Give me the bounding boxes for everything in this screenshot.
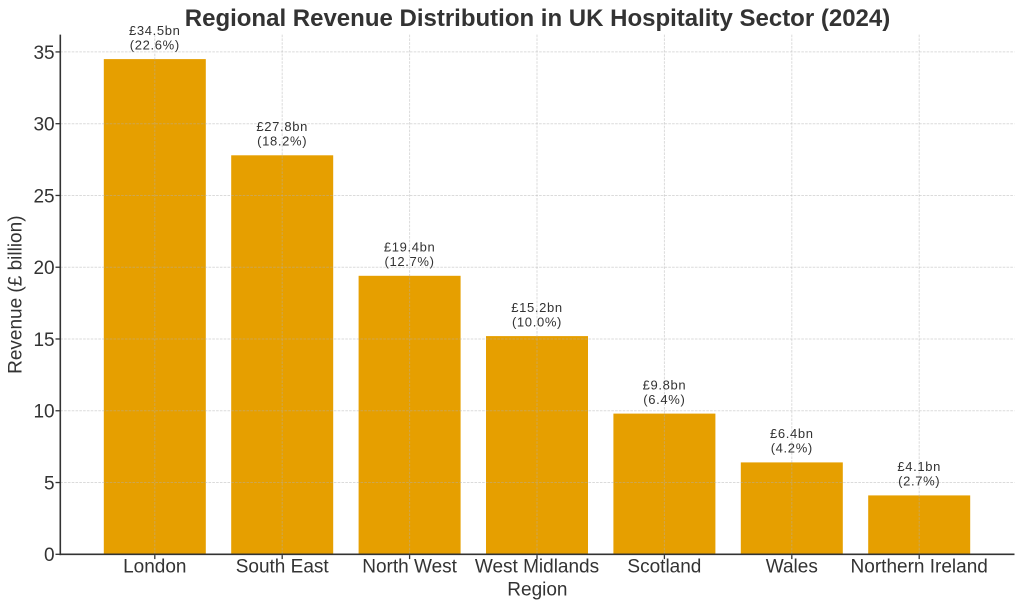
svg-text:20: 20 <box>33 258 54 279</box>
svg-text:£34.5bn: £34.5bn <box>129 23 181 38</box>
svg-text:London: London <box>123 557 186 578</box>
svg-text:15: 15 <box>33 330 54 351</box>
svg-text:(2.7%): (2.7%) <box>898 474 940 489</box>
svg-text:(18.2%): (18.2%) <box>257 134 307 149</box>
svg-text:(12.7%): (12.7%) <box>385 254 435 269</box>
svg-text:(4.2%): (4.2%) <box>771 441 813 456</box>
svg-text:5: 5 <box>44 473 55 494</box>
svg-text:10: 10 <box>33 402 54 423</box>
svg-text:35: 35 <box>33 43 54 64</box>
svg-text:£15.2bn: £15.2bn <box>511 300 563 315</box>
svg-text:Revenue (£ billion): Revenue (£ billion) <box>6 215 27 373</box>
svg-text:North West: North West <box>362 557 457 578</box>
svg-text:Region: Region <box>507 580 567 601</box>
svg-text:(22.6%): (22.6%) <box>130 37 180 52</box>
svg-text:Northern Ireland: Northern Ireland <box>851 557 988 578</box>
svg-text:(6.4%): (6.4%) <box>643 392 685 407</box>
svg-text:Wales: Wales <box>766 557 818 578</box>
svg-text:£27.8bn: £27.8bn <box>256 119 308 134</box>
svg-text:West Midlands: West Midlands <box>475 557 599 578</box>
svg-text:Scotland: Scotland <box>627 557 701 578</box>
svg-text:£19.4bn: £19.4bn <box>384 240 436 255</box>
svg-text:0: 0 <box>44 545 55 566</box>
svg-text:£4.1bn: £4.1bn <box>897 459 941 474</box>
svg-text:South East: South East <box>236 557 330 578</box>
svg-text:25: 25 <box>33 186 54 207</box>
svg-text:30: 30 <box>33 115 54 136</box>
svg-text:£6.4bn: £6.4bn <box>770 426 814 441</box>
svg-text:(10.0%): (10.0%) <box>512 314 562 329</box>
svg-text:Regional Revenue Distribution: Regional Revenue Distribution in UK Hosp… <box>185 5 890 32</box>
svg-text:£9.8bn: £9.8bn <box>643 377 687 392</box>
